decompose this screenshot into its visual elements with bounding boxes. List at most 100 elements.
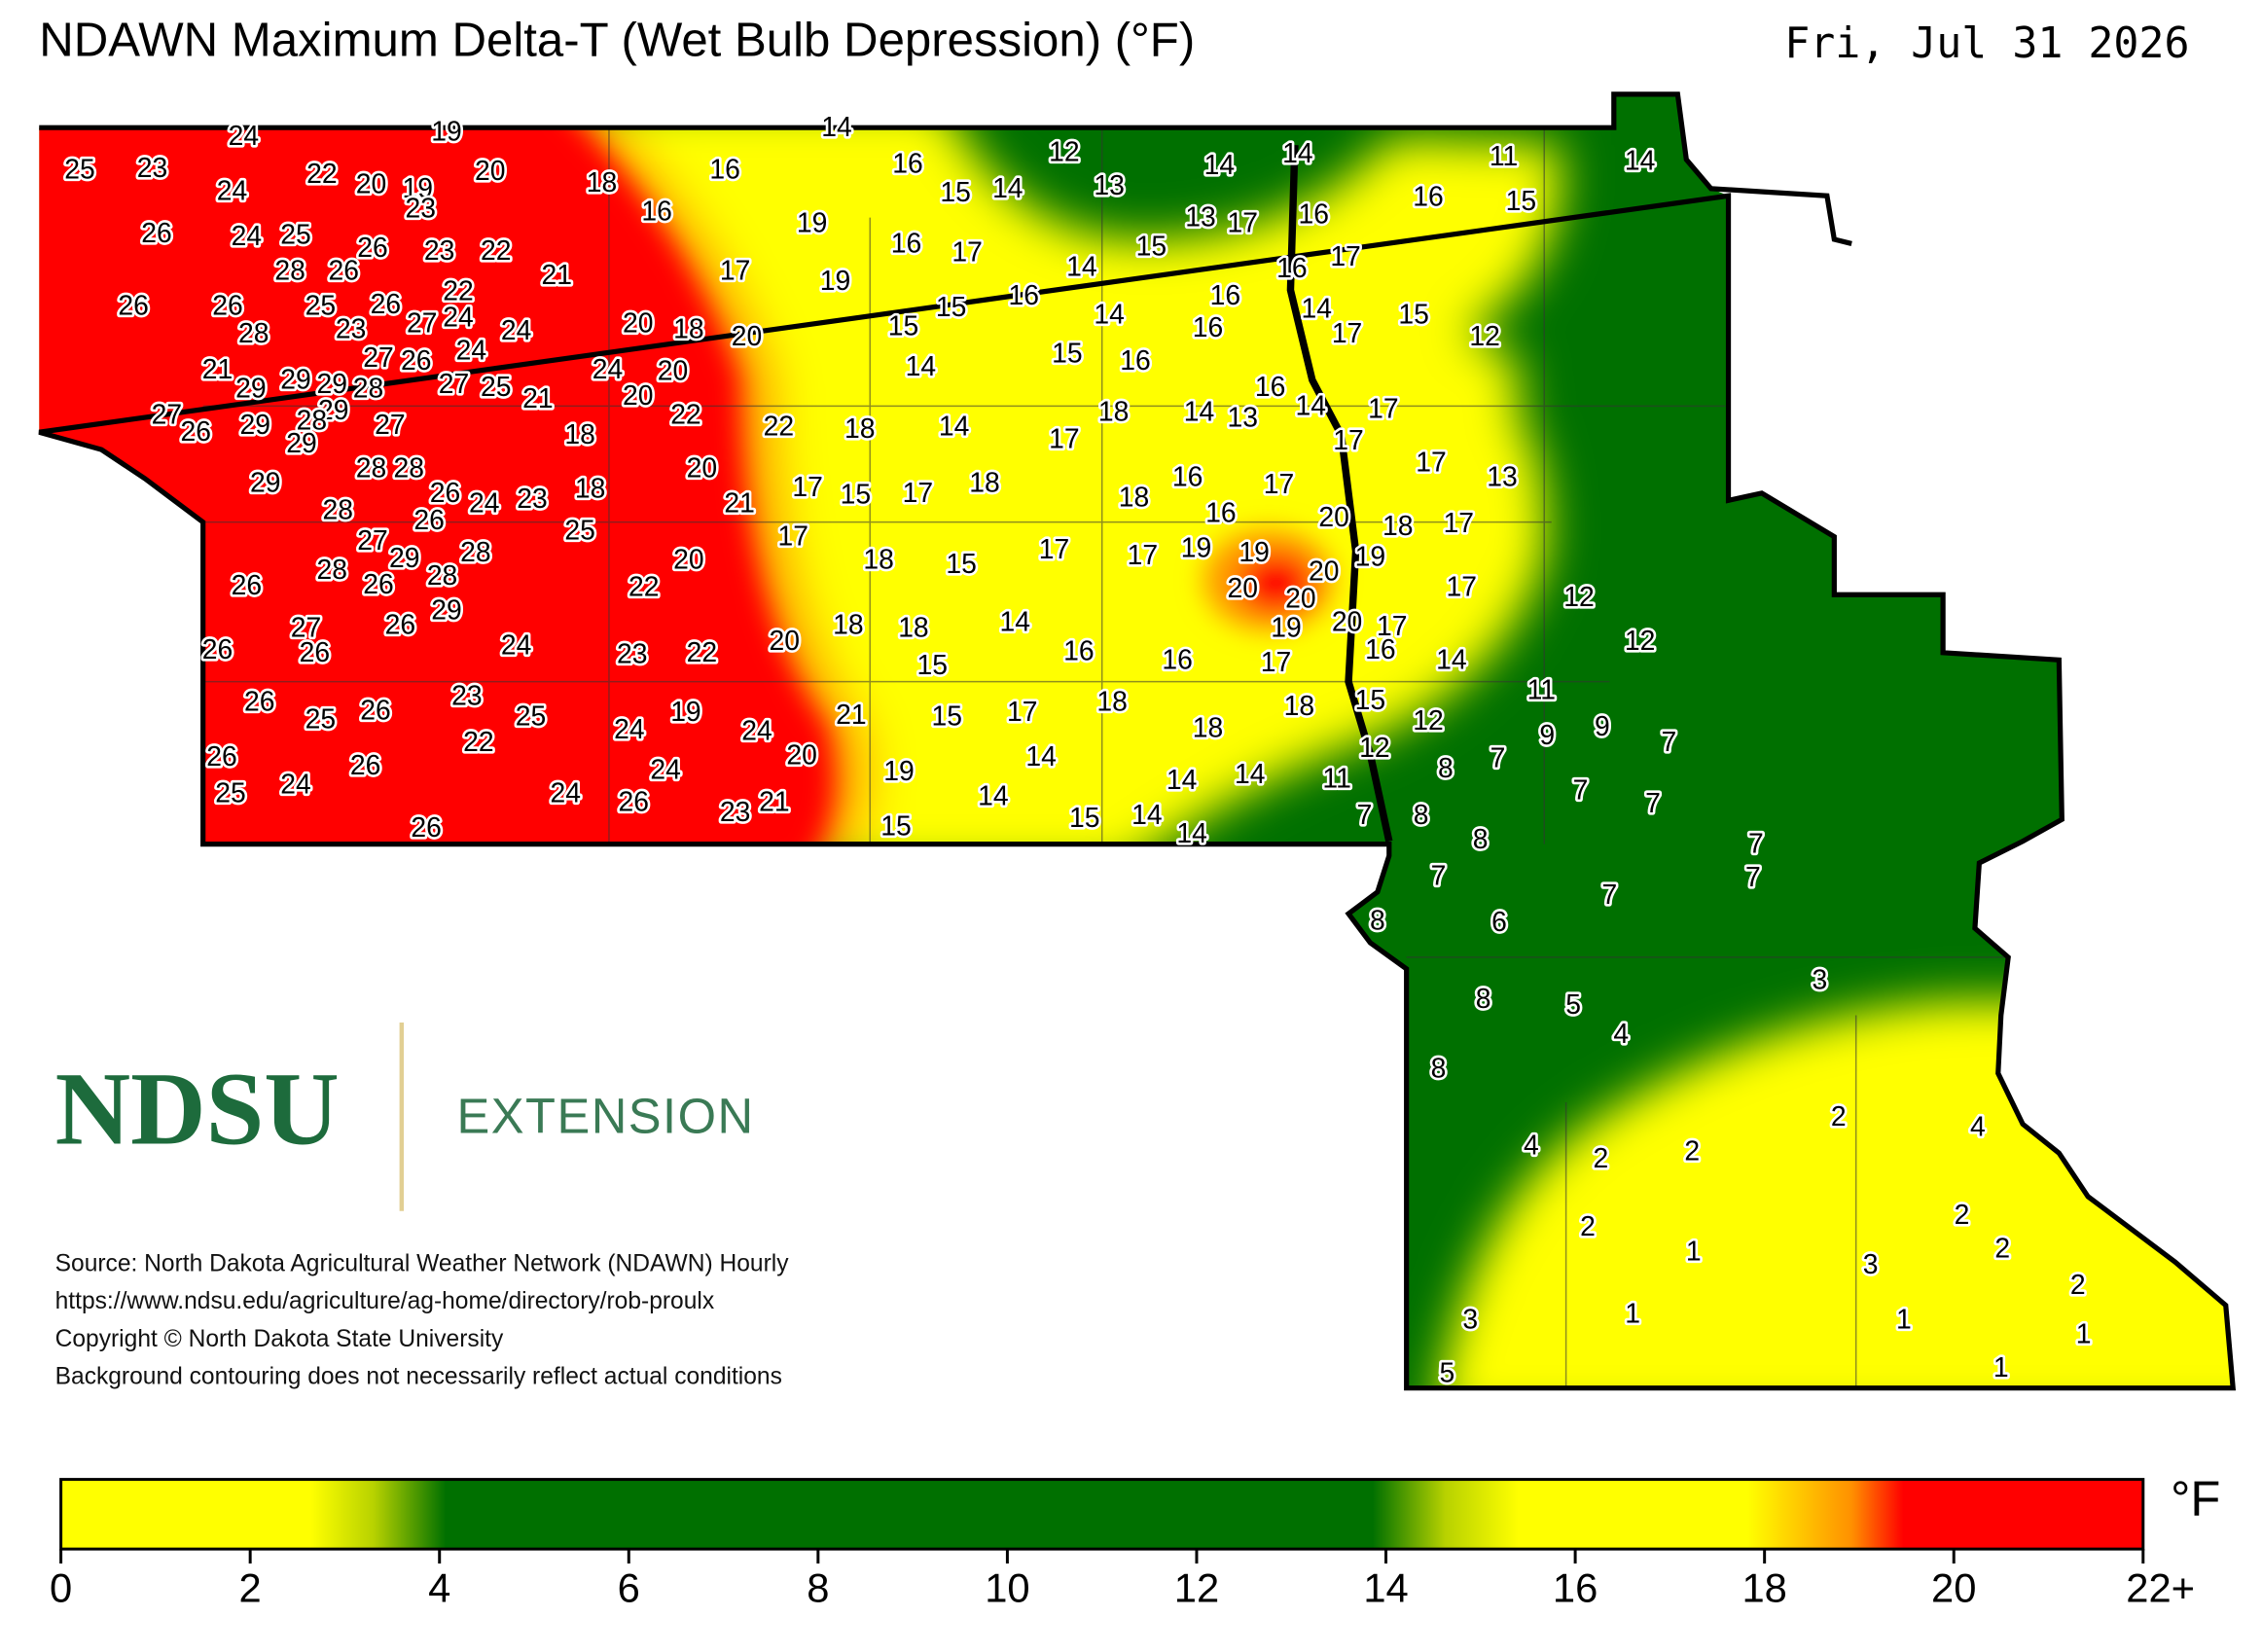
station-value: 22 [306,159,337,190]
station-value: 18 [1119,482,1149,513]
station-value: 14 [1000,607,1030,638]
station-value: 24 [614,714,644,745]
station-value: 16 [1210,280,1240,311]
station-value: 28 [297,405,327,436]
station-value: 2 [1955,1200,1970,1231]
station-value: 13 [1228,402,1258,433]
station-value: 6 [1491,907,1507,938]
station-value: 26 [244,687,274,718]
station-value: 19 [1239,537,1269,568]
station-value: 14 [1625,145,1655,176]
station-value: 26 [232,570,262,601]
note: Background contouring does not necessari… [55,1364,782,1390]
station-value: 7 [1748,829,1764,860]
station-value: 8 [1370,906,1385,937]
station-value: 29 [318,395,348,426]
station-value: 26 [212,291,242,322]
station-value: 17 [777,521,808,553]
colorbar-tick-label: 10 [985,1564,1029,1610]
station-value: 17 [1039,534,1069,565]
station-value: 19 [431,117,461,148]
station-value: 13 [1185,202,1215,233]
station-value: 16 [1205,498,1236,529]
station-value: 9 [1539,720,1555,751]
station-value: 21 [202,354,233,385]
station-value: 21 [759,786,789,817]
station-value: 25 [64,154,94,185]
note: Source: North Dakota Agricultural Weathe… [55,1250,790,1276]
station-value: 26 [413,505,444,536]
station-value: 29 [389,543,419,574]
station-value: 3 [1813,965,1828,996]
station-value: 18 [1193,712,1223,743]
station-value: 20 [623,380,653,412]
station-value: 12 [1049,137,1079,168]
station-value: 26 [206,741,236,772]
station-value: 24 [456,336,486,367]
logo-name: NDSU [55,1051,340,1167]
station-value: 14 [1282,138,1312,169]
station-value: 25 [215,777,245,808]
station-value: 3 [1863,1249,1879,1280]
station-value: 15 [1052,339,1082,370]
station-value: 20 [356,168,386,199]
station-value: 17 [1228,208,1258,239]
station-value: 23 [405,194,435,225]
station-value: 22 [481,235,511,267]
colorbar-tick-label: 2 [239,1564,262,1610]
station-value: 8 [1414,800,1429,831]
station-value: 24 [650,755,680,786]
station-value: 20 [770,626,800,657]
station-value: 26 [350,750,380,781]
station-value: 14 [1167,765,1197,796]
station-value: 15 [1398,299,1428,330]
station-value: 28 [353,374,383,405]
station-value: 15 [931,700,961,732]
station-value: 29 [235,374,266,405]
station-value: 24 [232,221,262,252]
station-value: 18 [1098,396,1129,427]
station-value: 24 [229,121,259,152]
station-value: 23 [617,638,647,669]
station-value: 28 [274,256,305,287]
station-value: 14 [992,173,1023,204]
colorbar-tick-label: 0 [50,1564,72,1610]
station-value: 16 [1063,635,1094,666]
station-value: 17 [1377,611,1407,642]
station-value: 15 [1355,685,1385,716]
station-value: 25 [305,291,336,322]
station-value: 14 [1184,396,1214,427]
station-value: 20 [475,156,505,187]
station-value: 15 [1506,186,1536,217]
station-value: 26 [360,695,390,726]
station-value: 26 [357,233,387,264]
station-value: 2 [1580,1211,1596,1242]
station-value: 26 [180,416,210,448]
station-value: 17 [1444,508,1474,539]
station-value: 16 [1255,372,1285,403]
station-value: 13 [1487,461,1517,492]
station-value: 4 [1970,1111,1986,1142]
river [1286,144,1393,843]
station-value: 15 [880,811,911,843]
station-value: 28 [317,555,347,586]
station-value: 22 [628,572,659,603]
map-date: Fri, Jul 31 2026 [1784,19,2189,68]
station-value: 13 [1094,170,1124,201]
station-value: 18 [575,473,605,504]
station-value: 17 [1264,469,1294,500]
station-value: 26 [118,291,148,322]
colorbar [59,1478,2145,1551]
station-value: 18 [673,313,703,344]
station-value: 22 [687,637,717,668]
station-value: 14 [1436,644,1466,675]
station-value: 15 [940,177,970,208]
station-value: 29 [280,365,310,396]
station-value: 28 [323,495,353,526]
colorbar-tick-label: 14 [1363,1564,1408,1610]
station-value: 5 [1440,1358,1455,1389]
station-value: 8 [1438,753,1454,784]
station-value: 23 [517,484,547,515]
station-value: 16 [1162,644,1192,675]
station-value: 2 [1684,1136,1700,1167]
